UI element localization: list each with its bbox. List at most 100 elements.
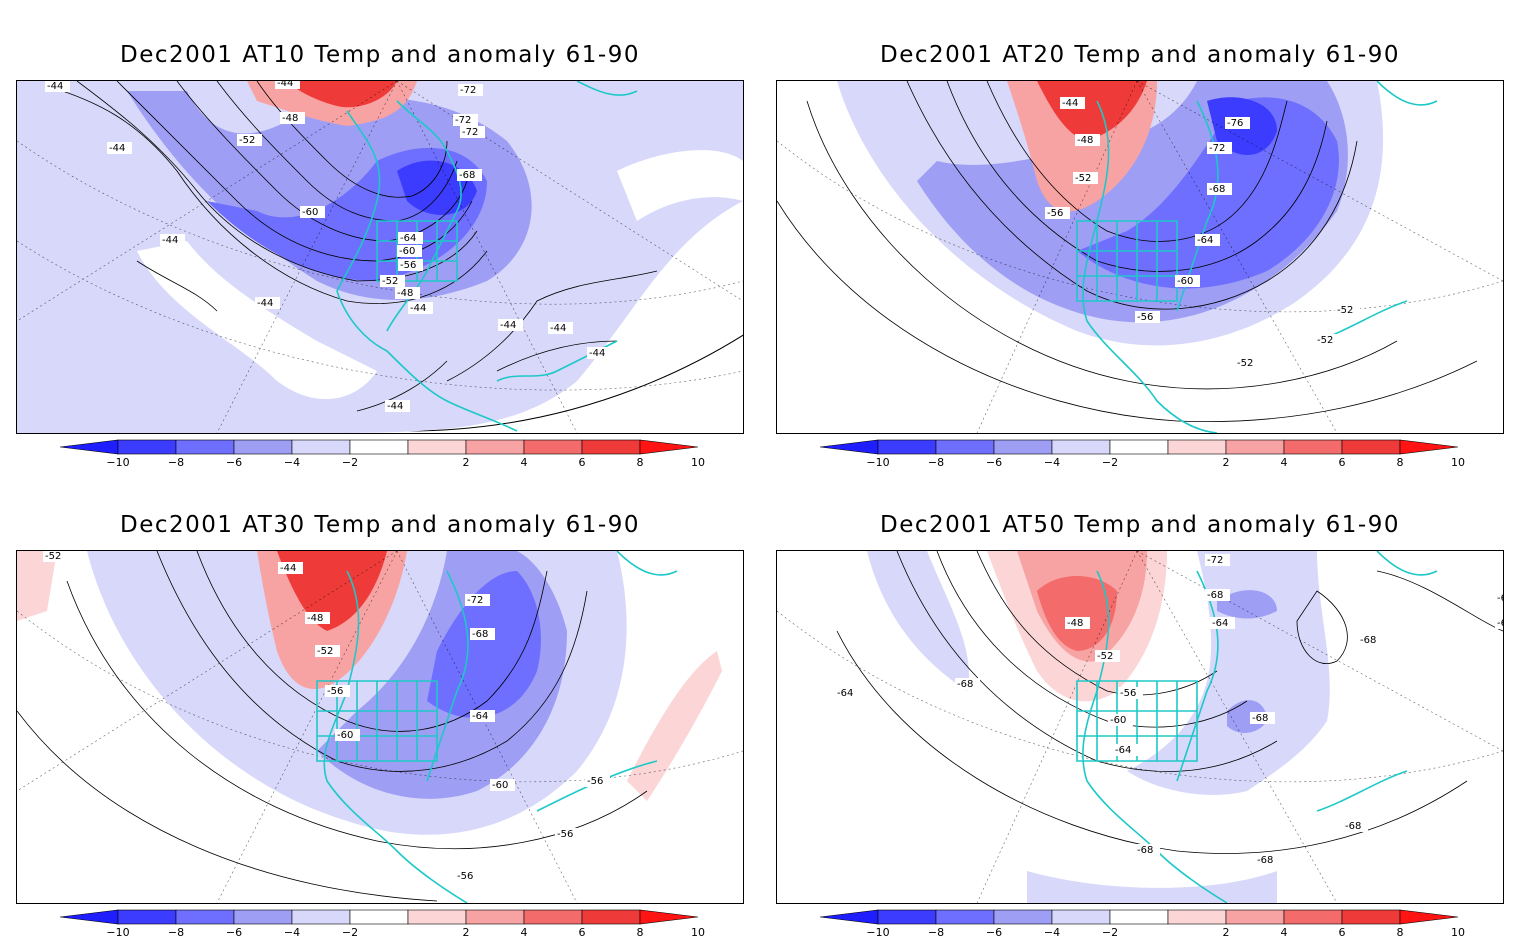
colorbar-segment (465, 909, 525, 925)
contour-label: -44 (109, 143, 125, 154)
contour-label-bg (1495, 592, 1503, 604)
colorbar-tick-label: 8 (637, 456, 644, 469)
contour-label: -56 (587, 776, 603, 787)
contour-label-bg (1207, 142, 1232, 154)
colorbar-segment (1109, 909, 1169, 925)
colorbar-segment (935, 909, 995, 925)
colorbar-svg: −10 −8 −6 −4 −2 2 4 6 8 10 (59, 909, 705, 939)
contour-label: -68 (1497, 593, 1503, 604)
panel-at20: Dec2001 AT20 Temp and anomaly 61-90 (760, 0, 1520, 470)
contour-label-bg (275, 81, 300, 89)
contour-label-bg (1065, 617, 1090, 629)
contour-label: -56 (557, 829, 573, 840)
contour-label-bg (278, 562, 303, 574)
contour-label-bg (835, 687, 860, 699)
colorbar-arrow-right (1399, 909, 1459, 925)
contour-label: -48 (397, 288, 413, 299)
colorbar-tick-label: 2 (463, 926, 470, 939)
contour-label-bg (395, 287, 420, 299)
colorbar-segment (523, 439, 583, 455)
contour-label-bg (1118, 687, 1143, 699)
contour-label-bg (1250, 712, 1275, 724)
contour-label-bg (1358, 634, 1383, 646)
contour-label-bg (587, 347, 612, 359)
contour-label: -52 (382, 276, 398, 287)
colorbar-tick-label: 10 (691, 456, 705, 469)
colorbar-tick-label: 6 (579, 926, 586, 939)
colorbar-segment (117, 909, 177, 925)
map-frame: -72 -68 -64 -48 -52 -56 -60 -64 -68 -68 -64 -68 -68 -… (776, 550, 1504, 904)
contour-label-bg (457, 169, 482, 181)
panel-at10: Dec2001 AT10 Temp and anomaly 61-90 (0, 0, 760, 470)
colorbar-tick-label: −2 (1102, 926, 1118, 939)
contour-label-bg (1315, 334, 1340, 346)
contour-label-bg (1235, 357, 1260, 369)
colorbar-tick-label: −2 (342, 456, 358, 469)
colorbar-tick-label: −10 (866, 456, 889, 469)
map-at30 (17, 551, 743, 903)
colorbar-tick-label: −8 (168, 926, 184, 939)
contour-label: -52 (1337, 305, 1353, 316)
contour-label: -60 (1177, 276, 1193, 287)
colorbar-svg: −10 −8 −6 −4 −2 2 4 6 8 10 (819, 439, 1465, 469)
colorbar: −10 −8 −6 −4 −2 2 4 6 8 10 (819, 908, 1465, 940)
contour-label-bg (1095, 650, 1120, 662)
contour-label-bg (380, 275, 405, 287)
contour-label-bg (397, 245, 422, 257)
colorbar-tick-label: −2 (342, 926, 358, 939)
colorbar-tick-label: 4 (521, 926, 528, 939)
contour-label-bg (300, 206, 325, 218)
contour-label: -52 (1097, 651, 1113, 662)
colorbar-segment (1283, 439, 1343, 455)
colorbar-tick-label: 4 (1281, 456, 1288, 469)
contour-label: -44 (410, 303, 426, 314)
contour-label: -44 (47, 81, 63, 92)
colorbar-tick-label: 6 (579, 456, 586, 469)
contour-label: -56 (1047, 208, 1063, 219)
contour-label: -72 (467, 595, 483, 606)
colorbar-tick-label: −10 (866, 926, 889, 939)
contour-label: -44 (387, 401, 403, 412)
colorbar-segment (1341, 439, 1401, 455)
colorbar-tick-label: 8 (637, 926, 644, 939)
colorbar-tick-label: 10 (1451, 926, 1465, 939)
colorbar-arrow-left (819, 909, 879, 925)
colorbar-tick-label: −6 (226, 456, 242, 469)
colorbar-segment (1167, 909, 1227, 925)
contour-label: -72 (462, 127, 478, 138)
colorbar-segment (1225, 909, 1285, 925)
colorbar-tick-label: −4 (284, 456, 300, 469)
contour-label-bg (45, 81, 70, 92)
contour-label-bg (460, 126, 485, 138)
colorbar-tick-label: 4 (521, 456, 528, 469)
contour-label-bg (305, 612, 330, 624)
contour-label-bg (1255, 854, 1280, 866)
contour-label: -68 (1345, 821, 1361, 832)
contour-label: -44 (550, 323, 566, 334)
map-at20 (777, 81, 1503, 433)
contour-label: -72 (1207, 555, 1223, 566)
contour-label-bg (548, 322, 573, 334)
contour-labels-at10: -44-44-44-48-52-60-44 -44-64-60-56-52-48-… (45, 81, 612, 412)
contour-label: -60 (492, 780, 508, 791)
colorbar-arrow-right (639, 909, 699, 925)
contour-label-bg (280, 112, 305, 124)
colorbar-tick-label: −4 (1044, 456, 1060, 469)
colorbar-tick-label: 8 (1397, 456, 1404, 469)
colorbar-tick-label: −8 (168, 456, 184, 469)
contour-label-bg (1175, 275, 1200, 287)
colorbar-tick-label: −6 (986, 456, 1002, 469)
contour-label: -68 (472, 629, 488, 640)
contour-labels-at20: -44 -48 -52 -56 -76 -72 -68 -64 -60 -56 -52 -52 -52 (1045, 97, 1360, 369)
contour-label-bg (408, 302, 433, 314)
contour-label: -64 (1115, 745, 1131, 756)
colorbar-segment (175, 439, 235, 455)
colorbar-arrow-right (1399, 439, 1459, 455)
contour-label: -52 (45, 551, 61, 562)
contour-label-bg (237, 134, 262, 146)
contour-label-bg (490, 779, 515, 791)
contour-label-bg (1108, 714, 1133, 726)
contour-label-bg (1205, 589, 1230, 601)
contour-label: -60 (337, 730, 353, 741)
colorbar-segment (877, 439, 937, 455)
